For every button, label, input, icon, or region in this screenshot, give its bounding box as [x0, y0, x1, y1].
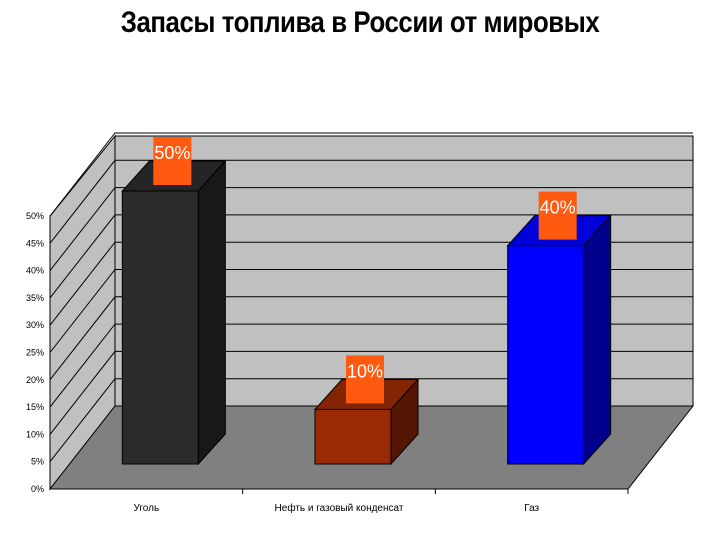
y-tick-label: 15%	[26, 402, 44, 412]
data-label-box	[153, 137, 192, 185]
x-tick-label: Уголь	[133, 503, 159, 514]
bar-3	[506, 214, 612, 466]
y-tick-label: 45%	[26, 238, 44, 248]
bar-front	[121, 190, 199, 465]
x-tick-labels: Уголь Нефть и газовый конденсат Газ	[133, 502, 539, 514]
y-tick-label: 30%	[26, 320, 44, 330]
data-label: 40%	[540, 198, 576, 218]
data-label: 10%	[347, 361, 383, 381]
data-label-box	[346, 355, 384, 404]
x-tick-label: Газ	[524, 503, 539, 514]
x-tick-label: Нефть и газовый конденсат	[275, 502, 404, 514]
chart-title: Запасы топлива в России от мировых	[120, 6, 600, 39]
data-label-box	[538, 191, 577, 240]
y-tick-label: 0%	[31, 484, 44, 494]
data-label: 50%	[154, 143, 190, 163]
gridline-4	[49, 296, 693, 381]
y-tick-label: 25%	[26, 348, 44, 358]
y-tick-label: 50%	[26, 211, 44, 221]
bar-side	[390, 378, 419, 466]
y-tick-label: 20%	[26, 375, 44, 385]
bar-front	[314, 408, 392, 465]
gridline-1	[49, 378, 693, 463]
y-tick-label: 40%	[26, 266, 44, 276]
gridline-5	[49, 269, 693, 353]
axes	[49, 216, 629, 494]
gridline-3	[49, 323, 693, 408]
data-labels: 50% 10% 40%	[153, 137, 577, 404]
gridlines	[49, 132, 693, 463]
y-tick-label: 10%	[26, 429, 44, 439]
y-tick-labels: 0% 5% 10% 15% 20% 25% 30% 35% 40% 45% 50%	[26, 211, 44, 494]
bar-front	[507, 245, 585, 465]
bar-1	[121, 159, 227, 466]
gridline-10	[49, 132, 693, 217]
gridline-6	[49, 241, 693, 326]
bar-side	[583, 214, 612, 466]
bar-side	[197, 159, 226, 466]
gridline-9	[49, 159, 693, 244]
gridline-8	[49, 187, 693, 271]
gridline-2	[49, 350, 693, 435]
y-tick-label: 5%	[31, 457, 44, 467]
y-tick-label: 35%	[26, 293, 44, 303]
gridline-7	[49, 214, 693, 299]
